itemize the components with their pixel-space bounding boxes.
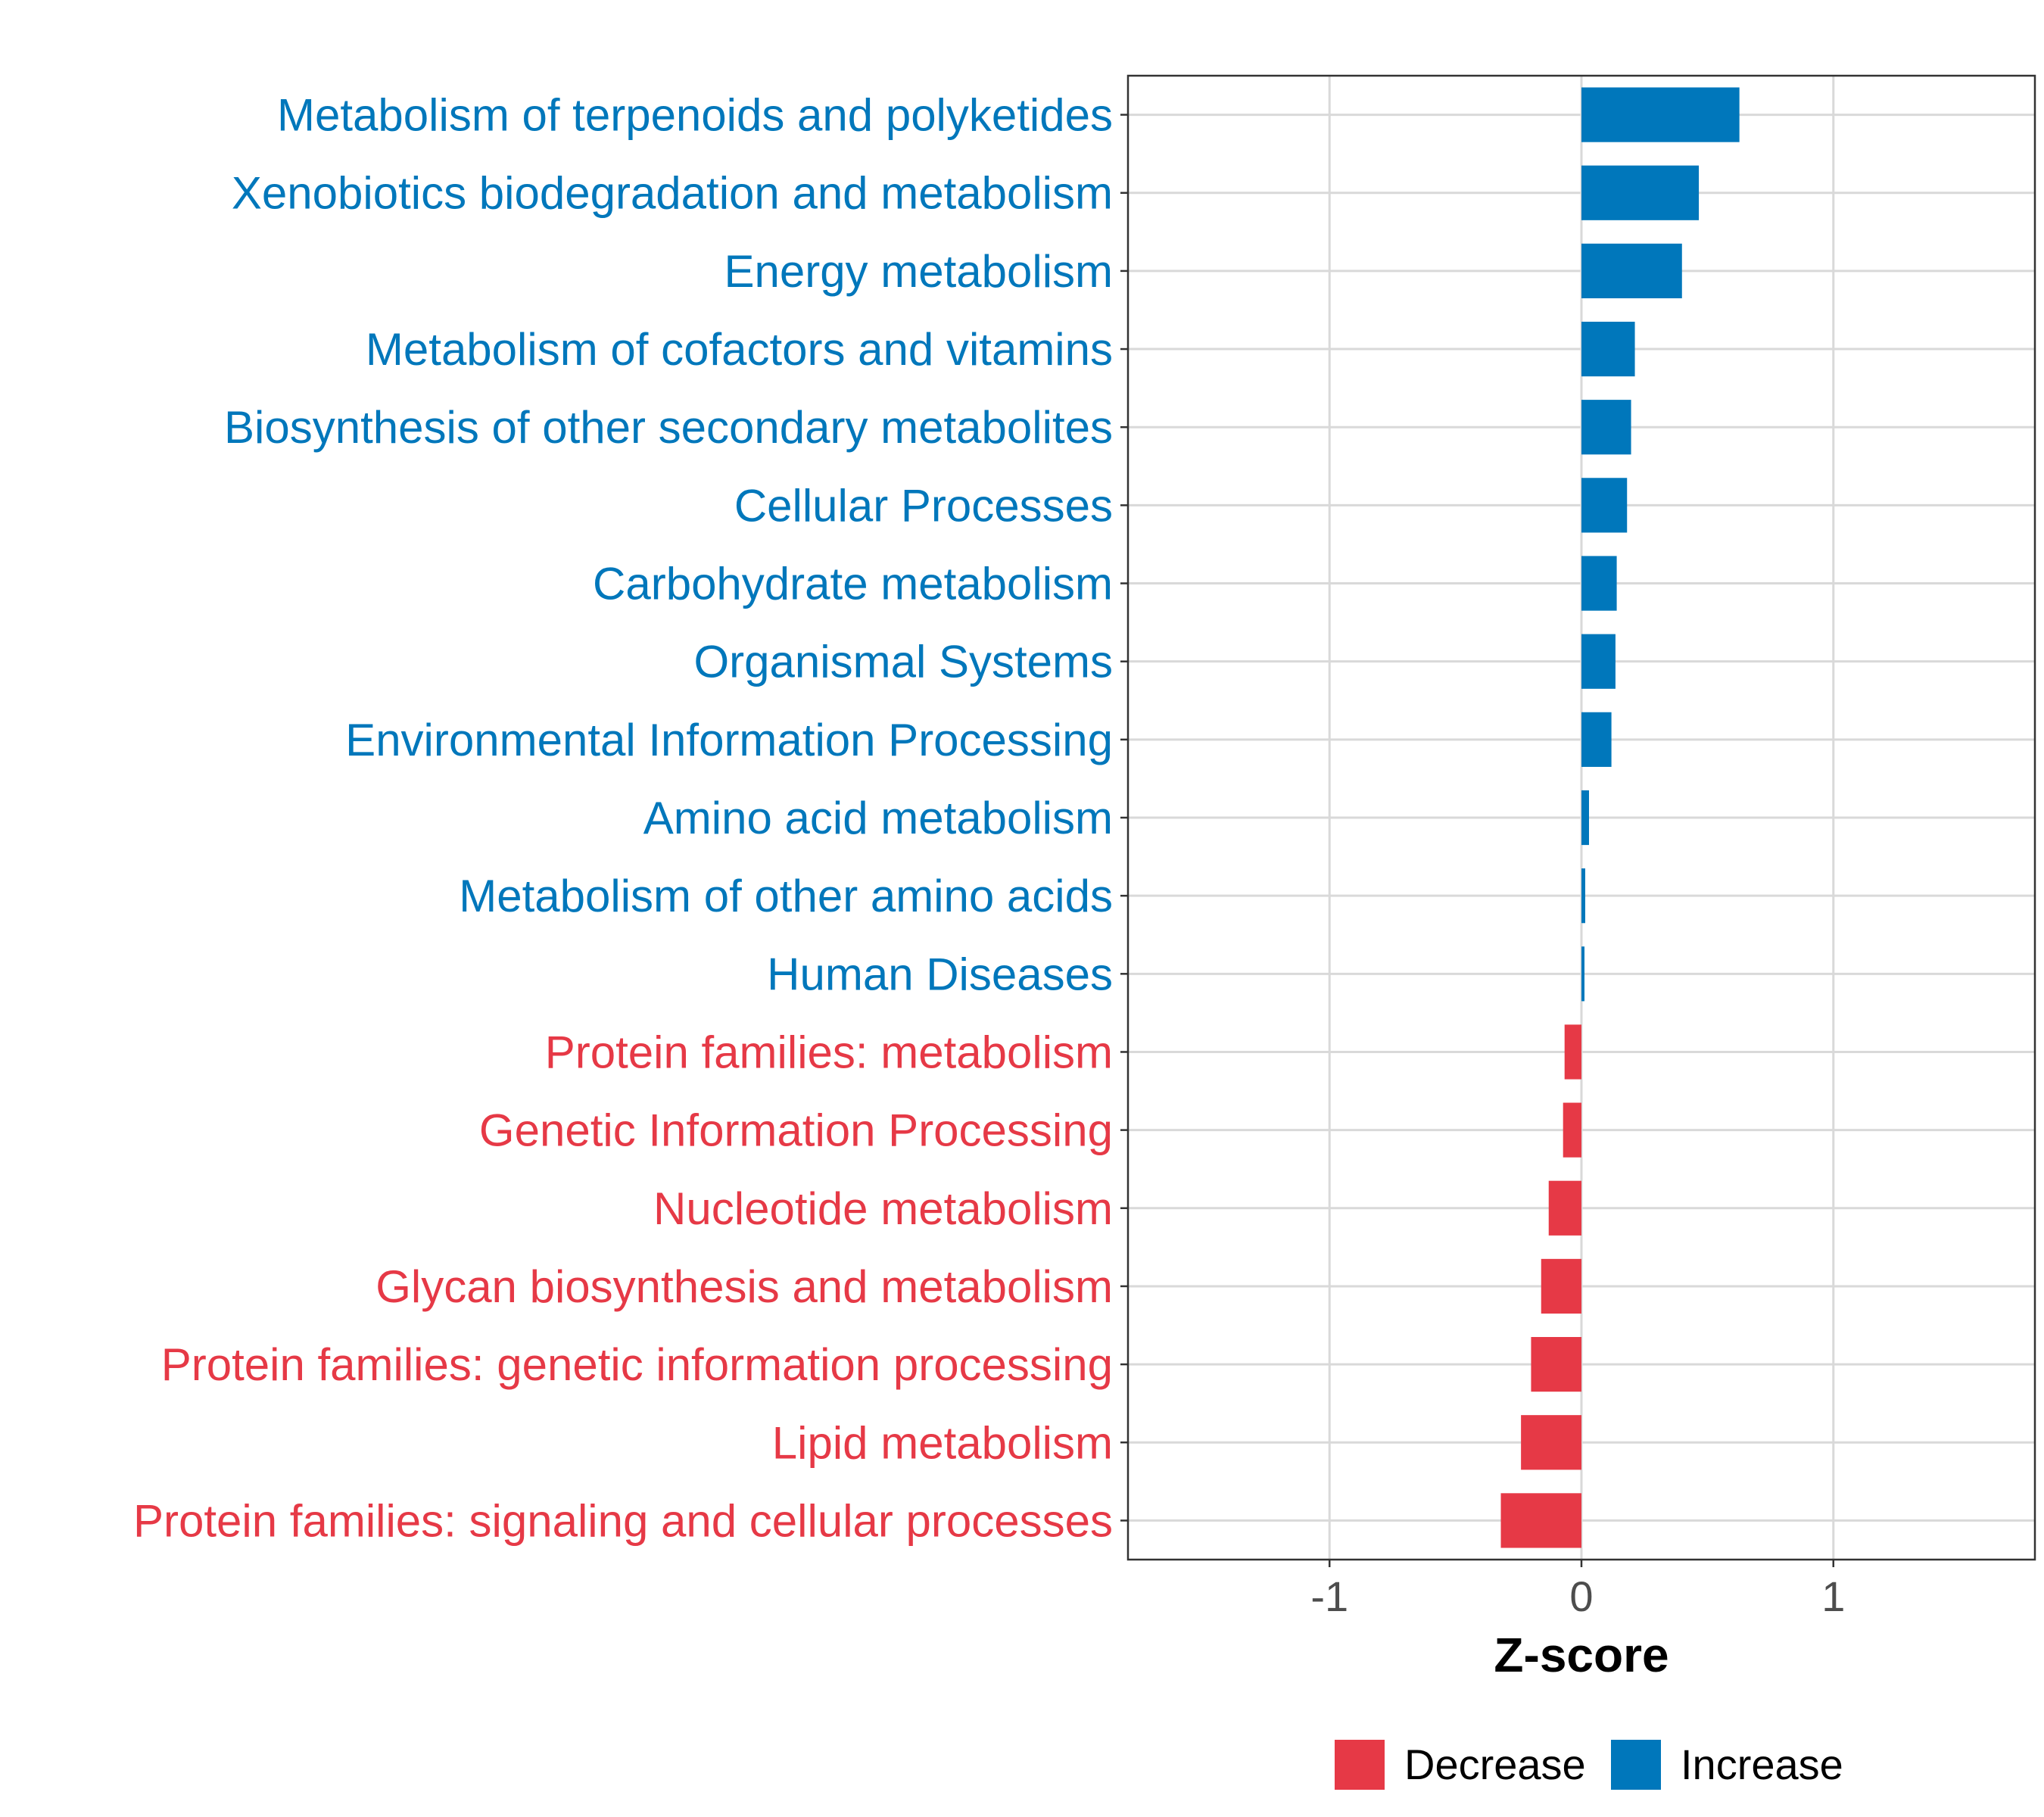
- x-tick-label: -1: [1310, 1572, 1348, 1620]
- bar: [1581, 87, 1740, 142]
- y-tick-label: Cellular Processes: [734, 480, 1113, 531]
- bar: [1581, 712, 1612, 767]
- y-tick-label: Genetic Information Processing: [479, 1105, 1113, 1156]
- bar: [1581, 321, 1635, 377]
- y-tick-label: Protein families: metabolism: [545, 1027, 1113, 1077]
- bar: [1548, 1180, 1581, 1236]
- y-tick-label: Human Diseases: [767, 949, 1113, 999]
- bar: [1500, 1493, 1581, 1548]
- bar: [1581, 556, 1617, 611]
- y-tick-label: Environmental Information Processing: [345, 715, 1113, 765]
- legend-label: Increase: [1681, 1741, 1843, 1788]
- y-tick-label: Glycan biosynthesis and metabolism: [375, 1261, 1113, 1312]
- x-tick-label: 0: [1569, 1572, 1593, 1620]
- y-axis-labels: Metabolism of terpenoids and polyketides…: [133, 90, 1128, 1546]
- bar: [1581, 946, 1584, 1002]
- bar: [1581, 790, 1589, 846]
- x-axis-title: Z-score: [1494, 1628, 1669, 1682]
- legend: Decrease Increase: [1335, 1740, 1843, 1790]
- x-axis-ticks: -1 0 1: [1310, 1560, 1845, 1620]
- y-tick-label: Nucleotide metabolism: [653, 1183, 1113, 1234]
- x-tick-label: 1: [1821, 1572, 1845, 1620]
- legend-label: Decrease: [1404, 1741, 1586, 1788]
- y-tick-label: Organismal Systems: [694, 637, 1113, 687]
- bar: [1521, 1415, 1581, 1470]
- bar: [1564, 1024, 1581, 1080]
- y-tick-label: Xenobiotics biodegradation and metabolis…: [232, 168, 1113, 219]
- y-tick-label: Lipid metabolism: [772, 1417, 1113, 1468]
- bar: [1581, 243, 1682, 298]
- bar: [1581, 400, 1631, 455]
- bar: [1541, 1258, 1581, 1314]
- bar: [1531, 1337, 1581, 1392]
- y-tick-label: Amino acid metabolism: [643, 793, 1113, 843]
- y-tick-label: Carbohydrate metabolism: [593, 559, 1113, 609]
- y-tick-label: Protein families: signaling and cellular…: [133, 1495, 1113, 1546]
- bar: [1581, 165, 1700, 220]
- bar: [1581, 634, 1616, 689]
- y-tick-label: Energy metabolism: [724, 246, 1113, 297]
- bars: [1500, 87, 1740, 1548]
- legend-swatch-increase: [1611, 1740, 1661, 1790]
- bar: [1581, 868, 1585, 924]
- y-tick-label: Metabolism of terpenoids and polyketides: [277, 90, 1113, 141]
- bar: [1581, 478, 1628, 533]
- legend-swatch-decrease: [1335, 1740, 1385, 1790]
- bar: [1563, 1102, 1581, 1158]
- y-tick-label: Metabolism of cofactors and vitamins: [366, 324, 1113, 375]
- y-tick-label: Biosynthesis of other secondary metaboli…: [224, 402, 1113, 453]
- y-tick-label: Metabolism of other amino acids: [459, 871, 1113, 921]
- y-tick-label: Protein families: genetic information pr…: [161, 1339, 1113, 1390]
